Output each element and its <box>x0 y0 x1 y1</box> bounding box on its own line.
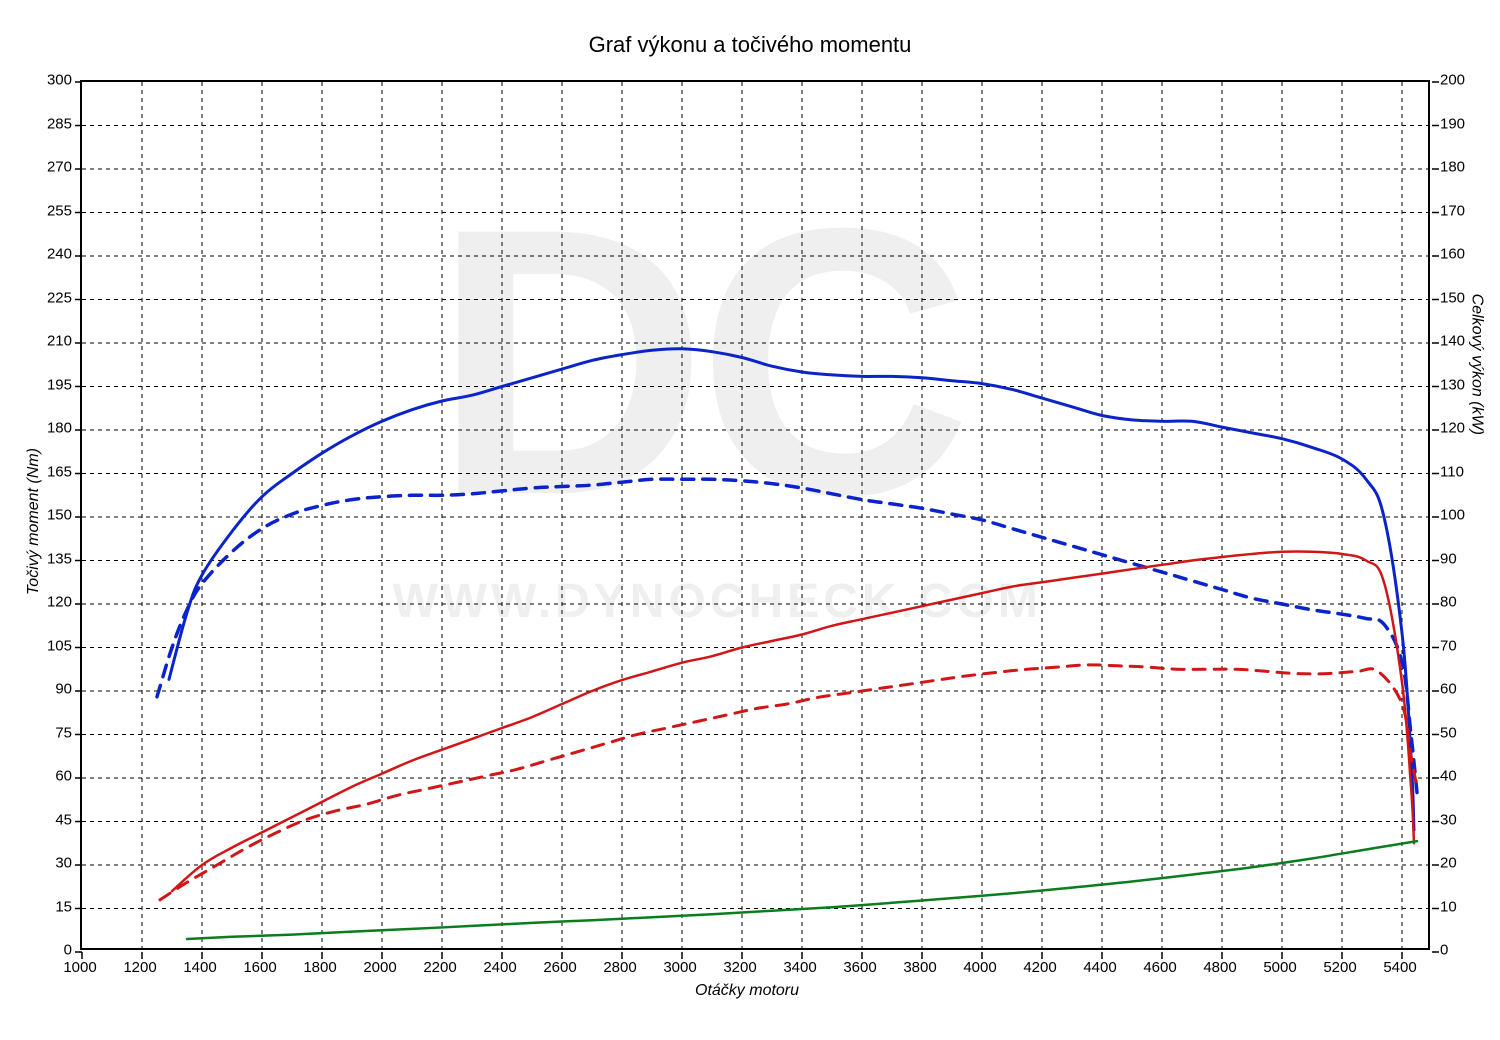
x-tick-label: 1200 <box>123 959 156 976</box>
x-tick-label: 5200 <box>1323 959 1356 976</box>
y-right-tick-label: 60 <box>1440 681 1457 698</box>
y-right-tick-label: 70 <box>1440 637 1457 654</box>
x-tick-label: 4400 <box>1083 959 1116 976</box>
y-right-tick-label: 0 <box>1440 942 1448 959</box>
y-left-tick-label: 60 <box>38 768 72 785</box>
x-tick-label: 3000 <box>663 959 696 976</box>
series-torque_stock <box>157 479 1417 792</box>
y-right-tick-label: 200 <box>1440 72 1465 89</box>
y-left-tick-label: 180 <box>38 420 72 437</box>
plot-area: DC WWW.DYNOCHECK.COM <box>80 80 1430 950</box>
y-left-tick-label: 135 <box>38 550 72 567</box>
y-right-tick-label: 180 <box>1440 159 1465 176</box>
x-tick-label: 1000 <box>63 959 96 976</box>
x-tick-label: 2800 <box>603 959 636 976</box>
x-tick-label: 3400 <box>783 959 816 976</box>
y-left-tick-label: 285 <box>38 115 72 132</box>
y-right-tick-label: 120 <box>1440 420 1465 437</box>
x-tick-label: 4000 <box>963 959 996 976</box>
x-tick-label: 5400 <box>1383 959 1416 976</box>
y-right-tick-label: 40 <box>1440 768 1457 785</box>
x-tick-label: 2000 <box>363 959 396 976</box>
y-left-tick-label: 105 <box>38 637 72 654</box>
y-left-tick-label: 45 <box>38 811 72 828</box>
x-tick-label: 2200 <box>423 959 456 976</box>
y-left-tick-label: 75 <box>38 724 72 741</box>
y-right-tick-label: 110 <box>1440 463 1464 480</box>
x-tick-label: 3200 <box>723 959 756 976</box>
series-loss_power <box>187 841 1417 939</box>
y-right-tick-label: 80 <box>1440 594 1457 611</box>
y-left-tick-label: 165 <box>38 463 72 480</box>
y-right-tick-label: 160 <box>1440 246 1465 263</box>
y-right-tick-label: 140 <box>1440 333 1465 350</box>
y-right-tick-label: 20 <box>1440 855 1457 872</box>
series-lines <box>82 82 1432 952</box>
series-power_tuned <box>172 552 1414 892</box>
series-power_stock <box>160 665 1417 900</box>
y-left-tick-label: 300 <box>38 72 72 89</box>
x-tick-label: 2400 <box>483 959 516 976</box>
y-right-tick-label: 30 <box>1440 811 1457 828</box>
y-right-tick-label: 130 <box>1440 376 1465 393</box>
y-axis-right-label: Celkový výkon (kW) <box>1467 294 1485 435</box>
x-axis-label: Otáčky motoru <box>695 982 799 1000</box>
x-tick-label: 2600 <box>543 959 576 976</box>
x-tick-label: 1400 <box>183 959 216 976</box>
x-tick-label: 1800 <box>303 959 336 976</box>
x-tick-label: 5000 <box>1263 959 1296 976</box>
y-left-tick-label: 0 <box>38 942 72 959</box>
y-left-tick-label: 195 <box>38 376 72 393</box>
y-left-tick-label: 150 <box>38 507 72 524</box>
y-left-tick-label: 90 <box>38 681 72 698</box>
x-tick-label: 4800 <box>1203 959 1236 976</box>
y-right-tick-label: 100 <box>1440 507 1465 524</box>
y-right-tick-label: 190 <box>1440 115 1465 132</box>
y-left-tick-label: 270 <box>38 159 72 176</box>
y-right-tick-label: 170 <box>1440 202 1465 219</box>
y-left-tick-label: 15 <box>38 898 72 915</box>
y-right-tick-label: 150 <box>1440 289 1465 306</box>
y-left-tick-label: 255 <box>38 202 72 219</box>
y-left-tick-label: 120 <box>38 594 72 611</box>
x-tick-label: 4600 <box>1143 959 1176 976</box>
x-tick-label: 1600 <box>243 959 276 976</box>
y-left-tick-label: 210 <box>38 333 72 350</box>
y-left-tick-label: 240 <box>38 246 72 263</box>
chart-title: Graf výkonu a točivého momentu <box>0 32 1500 58</box>
y-left-tick-label: 30 <box>38 855 72 872</box>
chart-container: Graf výkonu a točivého momentu DC WWW.DY… <box>0 0 1500 1040</box>
x-tick-label: 3600 <box>843 959 876 976</box>
x-tick-label: 4200 <box>1023 959 1056 976</box>
y-right-tick-label: 90 <box>1440 550 1457 567</box>
y-left-tick-label: 225 <box>38 289 72 306</box>
y-right-tick-label: 10 <box>1440 898 1457 915</box>
x-tick-label: 3800 <box>903 959 936 976</box>
y-right-tick-label: 50 <box>1440 724 1457 741</box>
